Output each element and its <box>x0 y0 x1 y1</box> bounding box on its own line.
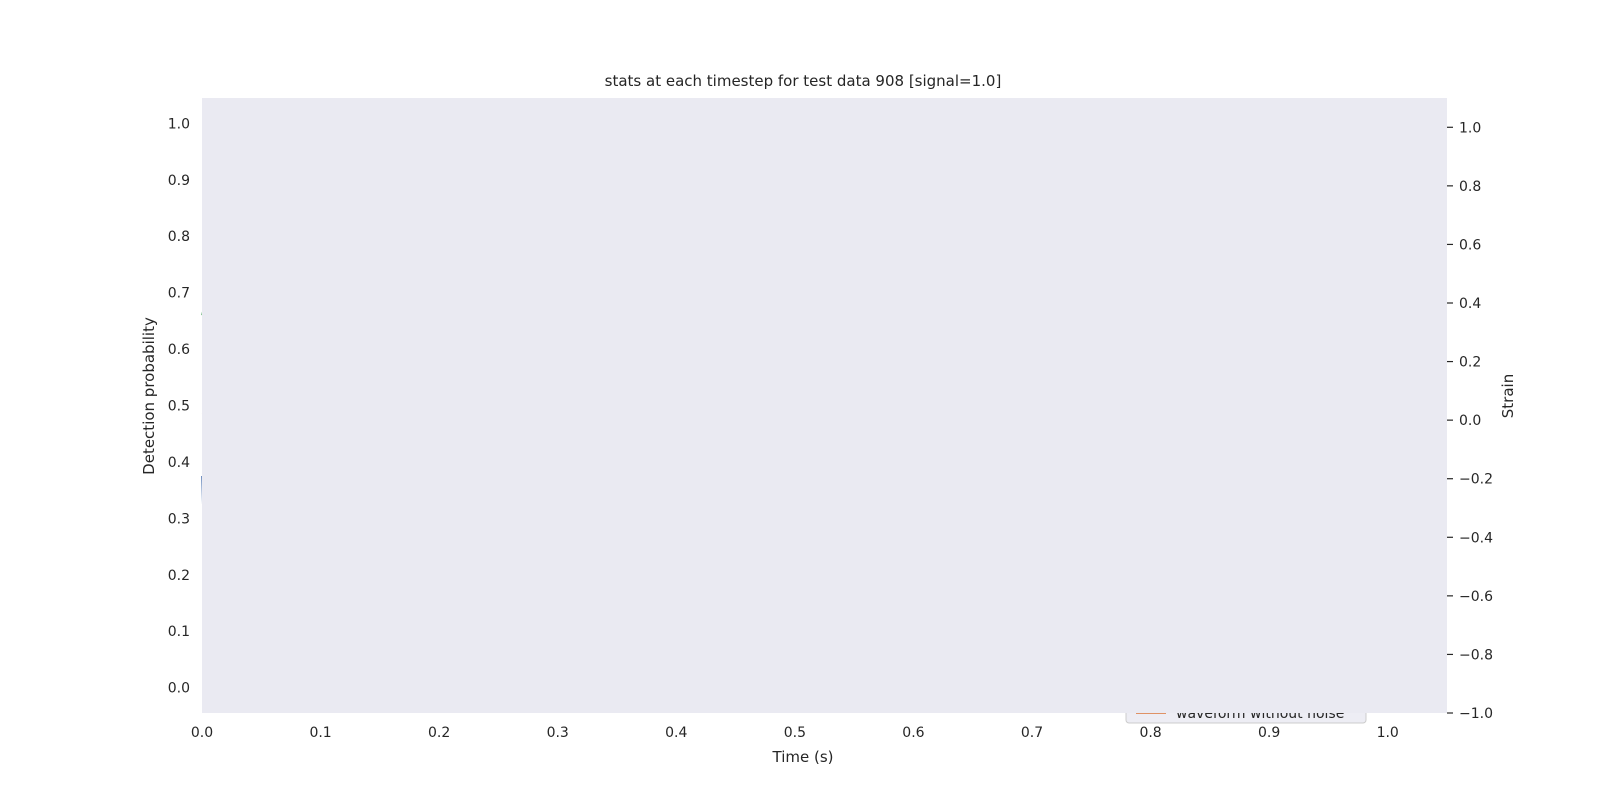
y-tick-label: 0.2 <box>168 568 190 584</box>
y-tick-label: 0.1 <box>168 624 190 640</box>
x-tick-label: 0.7 <box>1021 725 1043 741</box>
y2-tick-label: −0.4 <box>1459 530 1493 546</box>
x-tick-label: 0.6 <box>902 725 924 741</box>
y2-tick-label: 0.6 <box>1459 237 1481 253</box>
y-tick-label: 0.3 <box>168 511 190 527</box>
y-axis-ticks: 0.0 0.1 0.2 0.3 0.4 0.5 0.6 0.7 0.8 0.9 1.0 <box>168 116 190 696</box>
x-tick-label: 0.9 <box>1258 725 1280 741</box>
y-tick-label: 0.5 <box>168 399 190 415</box>
x-axis-ticks: 0.0 0.1 0.2 0.3 0.4 0.5 0.6 0.7 0.8 0.9 1.0 <box>191 725 1399 741</box>
x-tick-label: 0.8 <box>1139 725 1161 741</box>
y-tick-label: 0.6 <box>168 342 190 358</box>
x-tick-label: 1.0 <box>1377 725 1399 741</box>
y-tick-label: 0.7 <box>168 286 190 302</box>
x-tick-label: 0.5 <box>784 725 806 741</box>
y2-tick-label: −0.2 <box>1459 472 1493 488</box>
y-tick-label: 0.8 <box>168 229 190 245</box>
y2-axis-ticks: −1.0 −0.8 −0.6 −0.4 −0.2 0.0 0.2 0.4 0.6 0.8 1.0 <box>1447 120 1493 722</box>
x-tick-label: 0.2 <box>428 725 450 741</box>
chart-title: stats at each timestep for test data 908… <box>605 72 1002 90</box>
y2-tick-label: 0.4 <box>1459 296 1481 312</box>
y2-tick-label: 1.0 <box>1459 120 1481 136</box>
x-tick-label: 0.4 <box>665 725 687 741</box>
y2-axis-label: Strain <box>1499 374 1517 418</box>
x-tick-label: 0.0 <box>191 725 213 741</box>
y-tick-label: 0.0 <box>168 681 190 697</box>
y-tick-label: 0.4 <box>168 455 190 471</box>
y-axis-label: Detection probability <box>140 317 158 475</box>
y2-tick-label: 0.2 <box>1459 355 1481 371</box>
y2-tick-label: −0.6 <box>1459 589 1493 605</box>
y2-tick-label: 0.8 <box>1459 179 1481 195</box>
plot-background <box>202 98 1447 713</box>
y2-tick-label: −0.8 <box>1459 647 1493 663</box>
x-tick-label: 0.1 <box>309 725 331 741</box>
y2-tick-label: −1.0 <box>1459 706 1493 722</box>
y-tick-label: 1.0 <box>168 116 190 132</box>
y-tick-label: 0.9 <box>168 173 190 189</box>
y2-tick-label: 0.0 <box>1459 413 1481 429</box>
x-axis-label: Time (s) <box>772 748 834 766</box>
x-tick-label: 0.3 <box>547 725 569 741</box>
